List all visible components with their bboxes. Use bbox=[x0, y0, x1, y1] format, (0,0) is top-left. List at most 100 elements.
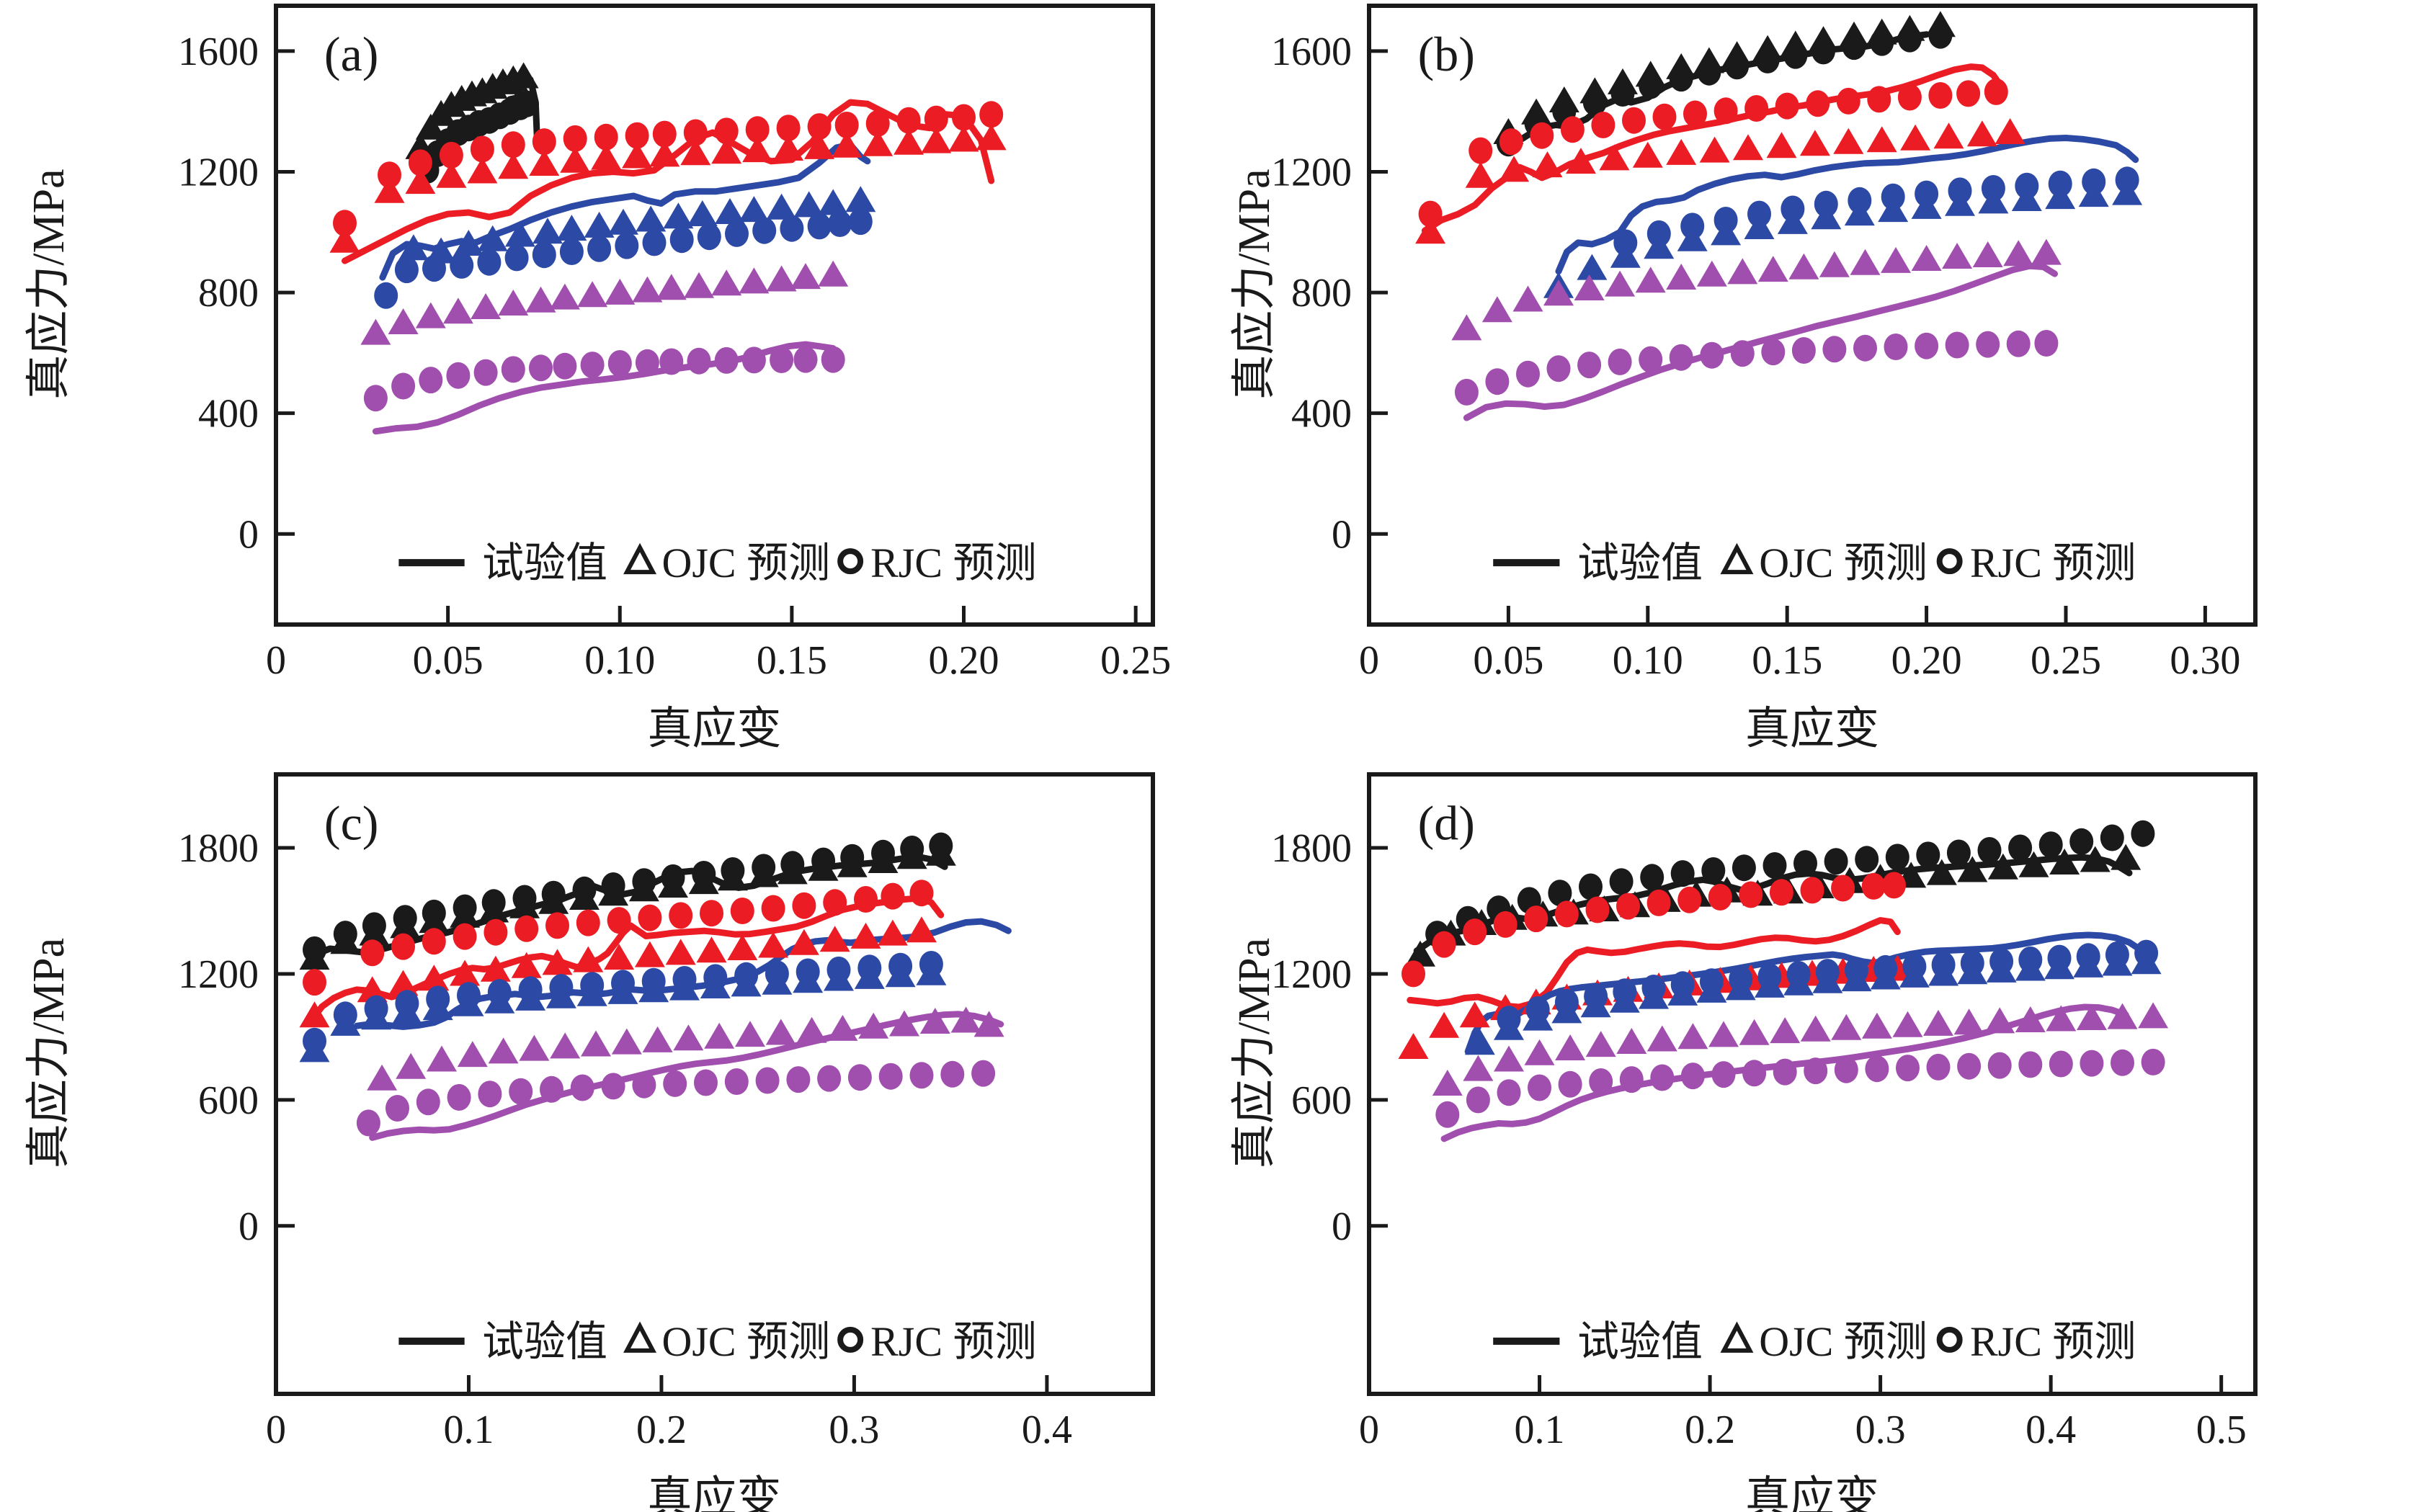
ojc-triangle-marker bbox=[1463, 1055, 1494, 1081]
ojc-triangle-marker bbox=[442, 298, 473, 324]
rjc-circle-marker bbox=[1725, 53, 1750, 80]
rjc-circle-marker bbox=[419, 367, 443, 394]
ojc-triangle-marker bbox=[1566, 148, 1596, 174]
rjc-circle-marker bbox=[439, 141, 463, 169]
legend-label-ojc: OJC 预测 bbox=[661, 540, 830, 586]
rjc-circle-marker bbox=[363, 385, 388, 412]
rjc-circle-marker bbox=[2131, 820, 2155, 847]
rjc-circle-marker bbox=[2018, 1051, 2043, 1078]
rjc-circle-marker bbox=[871, 839, 895, 867]
ojc-triangle-marker bbox=[1727, 258, 1758, 285]
rjc-circle-marker bbox=[896, 107, 921, 134]
b-rjc-red-markers bbox=[1418, 78, 2008, 228]
rjc-circle-marker bbox=[1945, 331, 1969, 359]
b-rjc-blue-markers bbox=[1613, 166, 2139, 256]
ticks-b: 0 0.05 0.10 0.15 0.20 0.25 0.30 0 400 800 1200 1600 bbox=[1271, 30, 2240, 683]
rjc-circle-marker bbox=[821, 346, 845, 373]
rjc-circle-marker bbox=[1775, 92, 1799, 120]
ojc-triangle-marker bbox=[2111, 844, 2142, 870]
rjc-circle-marker bbox=[483, 918, 508, 946]
ojc-triangle-marker bbox=[656, 274, 687, 300]
x-tick-label: 0.15 bbox=[757, 638, 827, 683]
rjc-circle-marker bbox=[501, 131, 525, 158]
rjc-circle-marker bbox=[1640, 864, 1664, 891]
y-tick-label: 1600 bbox=[178, 30, 259, 74]
ojc-triangle-marker bbox=[1942, 243, 1973, 269]
rjc-circle-marker bbox=[378, 161, 401, 189]
rjc-circle-marker bbox=[817, 1065, 842, 1092]
rjc-circle-marker bbox=[1957, 1052, 1982, 1080]
rjc-circle-marker bbox=[888, 952, 913, 980]
rjc-circle-marker bbox=[2034, 330, 2059, 357]
ojc-triangle-marker bbox=[504, 220, 535, 247]
rjc-circle-marker bbox=[2141, 1048, 2165, 1075]
ojc-triangle-marker bbox=[766, 265, 797, 292]
rjc-circle-marker bbox=[1677, 886, 1702, 913]
y-tick-label: 400 bbox=[198, 392, 259, 437]
x-tick-label: 0.1 bbox=[1515, 1408, 1565, 1452]
rjc-circle-marker bbox=[1609, 868, 1634, 895]
ojc-triangle-marker bbox=[415, 302, 446, 328]
rjc-circle-marker bbox=[1742, 1060, 1767, 1087]
rjc-circle-marker bbox=[1956, 80, 1981, 107]
ojc-triangle-marker bbox=[773, 135, 804, 161]
ojc-triangle-marker bbox=[765, 1019, 796, 1045]
ojc-triangle-marker bbox=[508, 62, 539, 89]
ojc-triangle-marker bbox=[735, 1021, 765, 1047]
rjc-circle-marker bbox=[1463, 918, 1487, 946]
ojc-triangle-marker bbox=[696, 936, 727, 963]
ticks-a: 0 0.05 0.10 0.15 0.20 0.25 0 400 800 1200 1600 bbox=[178, 30, 1171, 683]
rjc-circle-marker bbox=[1800, 877, 1824, 904]
y-tick-label: 800 bbox=[1291, 271, 1352, 316]
rjc-circle-marker bbox=[692, 861, 716, 887]
legend-a: 试验值 OJC 预测 RJC 预测 bbox=[398, 540, 1037, 586]
rjc-circle-marker bbox=[786, 1066, 811, 1093]
rjc-circle-marker bbox=[1948, 177, 1972, 205]
rjc-circle-marker bbox=[2018, 946, 2043, 973]
rjc-circle-marker bbox=[1613, 229, 1638, 256]
ojc-triangle-marker bbox=[367, 1064, 398, 1091]
ojc-triangle-marker bbox=[1524, 1039, 1555, 1065]
legend-label-experimental: 试验值 bbox=[482, 1318, 607, 1365]
rjc-circle-marker bbox=[878, 1063, 903, 1090]
rjc-circle-marker bbox=[697, 223, 721, 251]
rjc-circle-marker bbox=[601, 872, 625, 899]
legend-label-ojc: OJC 预测 bbox=[661, 1318, 830, 1365]
ojc-triangle-marker bbox=[1850, 249, 1881, 275]
rjc-circle-marker bbox=[1499, 128, 1523, 156]
rjc-circle-marker bbox=[422, 255, 446, 282]
rjc-circle-marker bbox=[1865, 1055, 1889, 1083]
rjc-circle-marker bbox=[1546, 355, 1571, 383]
ojc-triangle-marker bbox=[360, 318, 391, 345]
y-tick-label: 1200 bbox=[178, 150, 259, 194]
x-tick-label: 0 bbox=[266, 638, 286, 683]
y-axis-title-c: 真应力/MPa bbox=[24, 938, 73, 1168]
rjc-circle-marker bbox=[847, 1064, 872, 1091]
ojc-triangle-marker bbox=[1708, 1021, 1739, 1047]
rjc-circle-marker bbox=[2006, 330, 2031, 357]
rjc-circle-marker bbox=[1824, 848, 1848, 875]
rjc-circle-marker bbox=[638, 904, 662, 931]
ojc-triangle-marker bbox=[788, 929, 819, 955]
ojc-triangle-marker bbox=[388, 308, 419, 334]
rjc-circle-marker bbox=[1915, 180, 1939, 207]
rjc-circle-marker bbox=[1610, 80, 1635, 107]
rjc-circle-marker bbox=[1454, 378, 1479, 406]
a-experimental-blue-line bbox=[379, 141, 871, 281]
ojc-triangle-marker bbox=[415, 113, 446, 140]
rjc-circle-marker bbox=[545, 912, 569, 939]
rjc-circle-marker bbox=[694, 1069, 718, 1096]
rjc-circle-marker bbox=[642, 229, 667, 256]
rjc-circle-marker bbox=[453, 923, 477, 950]
rjc-circle-marker bbox=[356, 1109, 380, 1137]
x-tick-label: 0 bbox=[1359, 1408, 1379, 1452]
ojc-triangle-marker bbox=[948, 125, 979, 152]
rjc-circle-marker bbox=[1926, 1053, 1951, 1081]
rjc-circle-marker bbox=[487, 979, 512, 1006]
ojc-triangle-marker bbox=[480, 955, 511, 982]
rjc-circle-marker bbox=[1873, 954, 1898, 982]
rjc-circle-marker bbox=[1814, 190, 1838, 218]
ojc-triangle-marker bbox=[739, 196, 770, 223]
ojc-triangle-marker bbox=[1926, 859, 1957, 885]
x-tick-label: 0.05 bbox=[413, 638, 483, 683]
